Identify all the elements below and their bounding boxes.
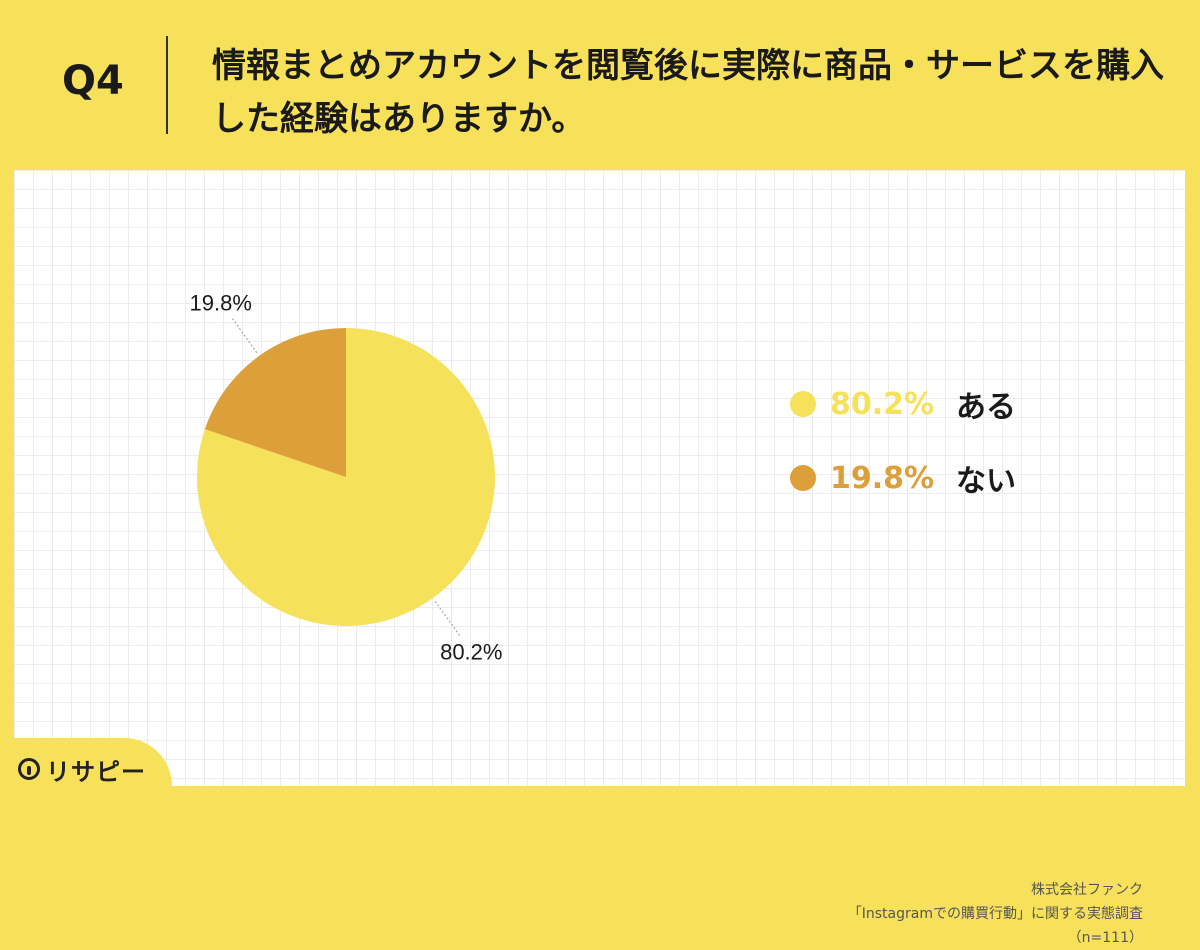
question-title: 情報まとめアカウントを閲覧後に実際に商品・サービスを購入した経験はありますか。 xyxy=(212,46,1164,139)
brand-name: リサピー xyxy=(46,757,146,786)
header-divider xyxy=(166,36,168,134)
brand-logo: リサピー xyxy=(0,738,172,800)
data-label-nai: 19.8% xyxy=(190,290,252,315)
source-sample-size: （n=111） xyxy=(1067,930,1143,946)
leader-line-aru xyxy=(434,601,461,636)
legend-item-nai: 19.8% ない xyxy=(790,458,1016,499)
pie-slice-nai xyxy=(204,328,346,477)
legend-label-aru: ある xyxy=(956,390,1016,425)
legend-swatch-aru xyxy=(790,391,816,417)
source-company: 株式会社ファンク xyxy=(1031,882,1143,898)
legend-item-aru: 80.2% ある xyxy=(790,384,1016,425)
legend-label-nai: ない xyxy=(956,464,1016,499)
pie-chart: 80.2% 19.8% xyxy=(190,290,503,665)
legend-value-nai: 19.8% xyxy=(830,460,935,496)
question-number: Q4 xyxy=(62,58,124,104)
legend-value-aru: 80.2% xyxy=(830,386,935,422)
data-label-aru: 80.2% xyxy=(440,640,502,665)
leader-line-nai xyxy=(231,318,258,353)
legend-swatch-nai xyxy=(790,465,816,491)
source-survey: 「Instagramでの購買行動」に関する実態調査 xyxy=(847,906,1143,922)
chart-panel: 80.2% 19.8% 80.2% ある 19.8% ない 株式会社ファンク 「I… xyxy=(14,170,1185,946)
source-note: 株式会社ファンク 「Instagramでの購買行動」に関する実態調査 （n=11… xyxy=(848,878,1143,950)
pin-icon xyxy=(18,758,40,780)
